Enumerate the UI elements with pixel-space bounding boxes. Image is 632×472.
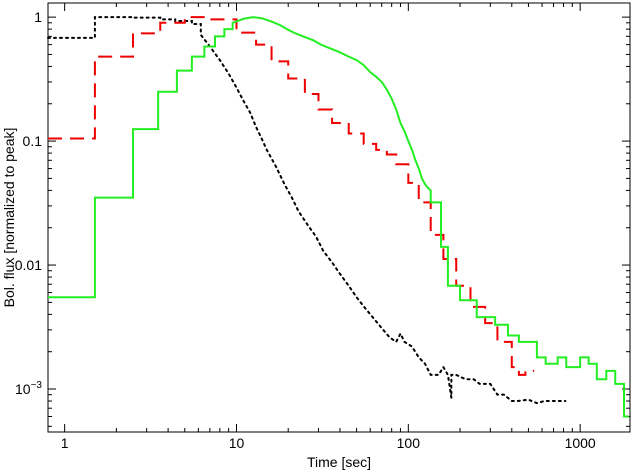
- series-line-dashed: [48, 16, 535, 376]
- y-tick-label: 1: [34, 9, 42, 25]
- x-tick-label: 1000: [565, 435, 596, 451]
- plot-frame: [47, 2, 631, 433]
- x-tick-label: 10: [229, 435, 245, 451]
- y-axis-title: Bol. flux [normalized to peak]: [1, 128, 17, 308]
- series-line-solid: [48, 16, 629, 418]
- y-axis-ticks: 1 0.1 0.01 10−3: [15, 9, 630, 427]
- y-tick-label: 0.1: [23, 133, 43, 149]
- series-layer: [47, 16, 629, 418]
- series-line-dotted: [47, 16, 567, 405]
- x-axis-ticks: 1 10 100 1000: [61, 3, 596, 451]
- y-tick-label: 10−3: [15, 380, 42, 397]
- x-tick-label: 100: [397, 435, 421, 451]
- y-tick-label: 0.01: [15, 257, 42, 273]
- x-tick-label: 1: [61, 435, 69, 451]
- x-axis-title: Time [sec]: [307, 454, 371, 470]
